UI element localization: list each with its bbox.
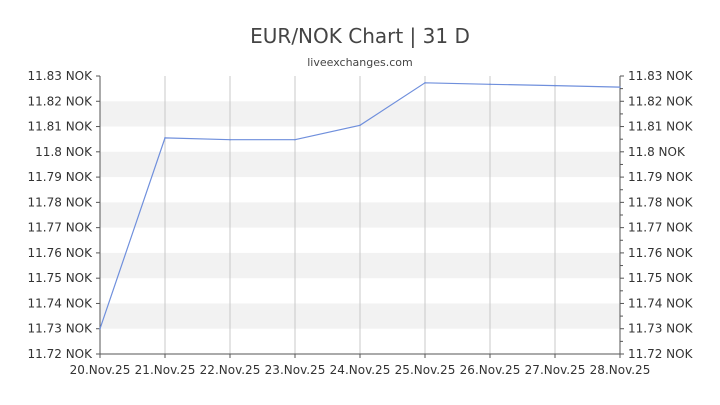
chart-title: EUR/NOK Chart | 31 D <box>250 24 470 48</box>
y-tick-label-right: 11.77 NOK <box>628 221 694 235</box>
data-point <box>554 84 556 87</box>
x-tick-label: 27.Nov.25 <box>525 363 586 377</box>
x-ticks: 20.Nov.25 21.Nov.25 22.Nov.25 23.Nov.25 24.N… <box>70 354 651 377</box>
y-tick-label-left: 11.81 NOK <box>28 120 94 134</box>
data-point <box>424 82 426 84</box>
data-point <box>99 327 101 330</box>
data-point <box>359 124 361 127</box>
y-tick-label-right: 11.74 NOK <box>628 296 694 310</box>
y-tick-label-right: 11.75 NOK <box>628 271 694 285</box>
x-tick-label: 22.Nov.25 <box>200 363 261 377</box>
y-ticks-left: 11.72 NOK 11.73 NOK 11.74 NOK 11.75 NOK 11.7… <box>28 69 100 361</box>
data-point <box>619 86 621 88</box>
data-point <box>164 137 166 139</box>
y-tick-label-right: 11.82 NOK <box>628 94 694 108</box>
series-group <box>99 82 621 330</box>
y-tick-label-left: 11.74 NOK <box>28 296 94 310</box>
x-tick-label: 23.Nov.25 <box>265 363 326 377</box>
y-tick-label-left: 11.83 NOK <box>28 69 94 83</box>
y-tick-label-right: 11.78 NOK <box>628 195 694 209</box>
y-tick-label-left: 11.73 NOK <box>28 322 94 336</box>
y-tick-label-left: 11.76 NOK <box>28 246 94 260</box>
x-tick-label: 24.Nov.25 <box>330 363 391 377</box>
x-tick-label: 20.Nov.25 <box>70 363 131 377</box>
y-tick-label-left: 11.77 NOK <box>28 221 94 235</box>
y-tick-label-right: 11.81 NOK <box>628 120 694 134</box>
data-point <box>229 138 231 141</box>
y-tick-label-left: 11.82 NOK <box>28 94 94 108</box>
y-tick-label-left: 11.75 NOK <box>28 271 94 285</box>
y-tick-label-right: 11.73 NOK <box>628 322 694 336</box>
y-tick-label-right: 11.76 NOK <box>628 246 694 260</box>
y-tick-label-right: 11.83 NOK <box>628 69 694 83</box>
y-tick-label-left: 11.79 NOK <box>28 170 94 184</box>
y-tick-label-right: 11.79 NOK <box>628 170 694 184</box>
x-tick-label: 21.Nov.25 <box>135 363 196 377</box>
x-tick-label: 28.Nov.25 <box>590 363 651 377</box>
x-tick-label: 25.Nov.25 <box>395 363 456 377</box>
data-point <box>489 83 491 86</box>
y-tick-label-left: 11.8 NOK <box>35 145 93 159</box>
y-ticks-right: 11.72 NOK 11.73 NOK 11.74 NOK 11.75 NOK 11.7… <box>620 69 694 361</box>
chart-subtitle: liveexchanges.com <box>307 56 413 69</box>
y-tick-label-left: 11.78 NOK <box>28 195 94 209</box>
y-tick-label-right: 11.8 NOK <box>628 145 686 159</box>
data-point <box>294 138 296 141</box>
y-tick-label-right: 11.72 NOK <box>628 347 694 361</box>
x-tick-label: 26.Nov.25 <box>460 363 521 377</box>
y-tick-label-left: 11.72 NOK <box>28 347 94 361</box>
